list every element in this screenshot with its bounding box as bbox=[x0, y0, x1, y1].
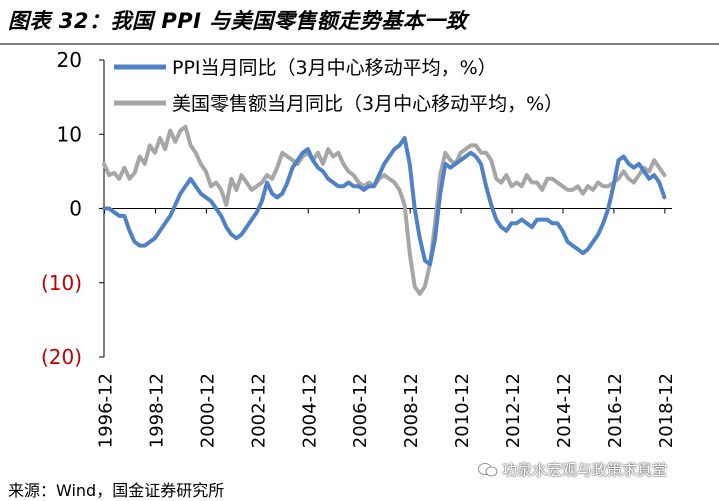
source-note: 来源：Wind，国金证券研究所 bbox=[8, 481, 225, 500]
title-divider bbox=[0, 43, 719, 45]
x-tick-label: 2004-12 bbox=[299, 373, 320, 448]
x-tick-label: 2018-12 bbox=[656, 373, 677, 448]
y-tick-label: 20 bbox=[57, 48, 82, 72]
x-tick-label: 1998-12 bbox=[146, 373, 167, 448]
wechat-icon bbox=[478, 463, 498, 477]
figure-title-bar: 图表 32：我国 PPI 与美国零售额走势基本一致 bbox=[0, 0, 719, 45]
legend-ppi-label: PPI当月同比（3月中心移动平均，%） bbox=[172, 57, 497, 79]
x-tick-label: 2016-12 bbox=[605, 373, 626, 448]
line-chart: 20 10 0 (10) (20) 1996-12 1998-12 2000-12 2002-1… bbox=[41, 48, 677, 448]
x-tick-label: 2014-12 bbox=[554, 373, 575, 448]
ppi-series-line bbox=[102, 136, 667, 267]
y-tick-label: (20) bbox=[41, 345, 82, 369]
figure-title: 图表 32：我国 PPI 与美国零售额走势基本一致 bbox=[8, 9, 468, 33]
y-tick-label: 0 bbox=[69, 197, 82, 221]
x-tick-label: 1996-12 bbox=[96, 373, 117, 448]
x-tick-label: 2012-12 bbox=[503, 373, 524, 448]
x-tick-label: 2008-12 bbox=[401, 373, 422, 448]
y-tick-label: (10) bbox=[41, 271, 82, 295]
watermark-text: 功泉水宏观与政策求真堂 bbox=[502, 461, 668, 479]
y-tick-label: 10 bbox=[57, 122, 82, 146]
retail-sales-series-line bbox=[102, 124, 667, 296]
x-tick-label: 2006-12 bbox=[350, 373, 371, 448]
watermark: 功泉水宏观与政策求真堂 bbox=[478, 459, 667, 480]
x-tick-label: 2002-12 bbox=[248, 373, 269, 448]
x-tick-label: 2000-12 bbox=[197, 373, 218, 448]
x-tick-label: 2010-12 bbox=[452, 373, 473, 448]
legend-retail-label: 美国零售额当月同比（3月中心移动平均，%） bbox=[172, 93, 563, 115]
